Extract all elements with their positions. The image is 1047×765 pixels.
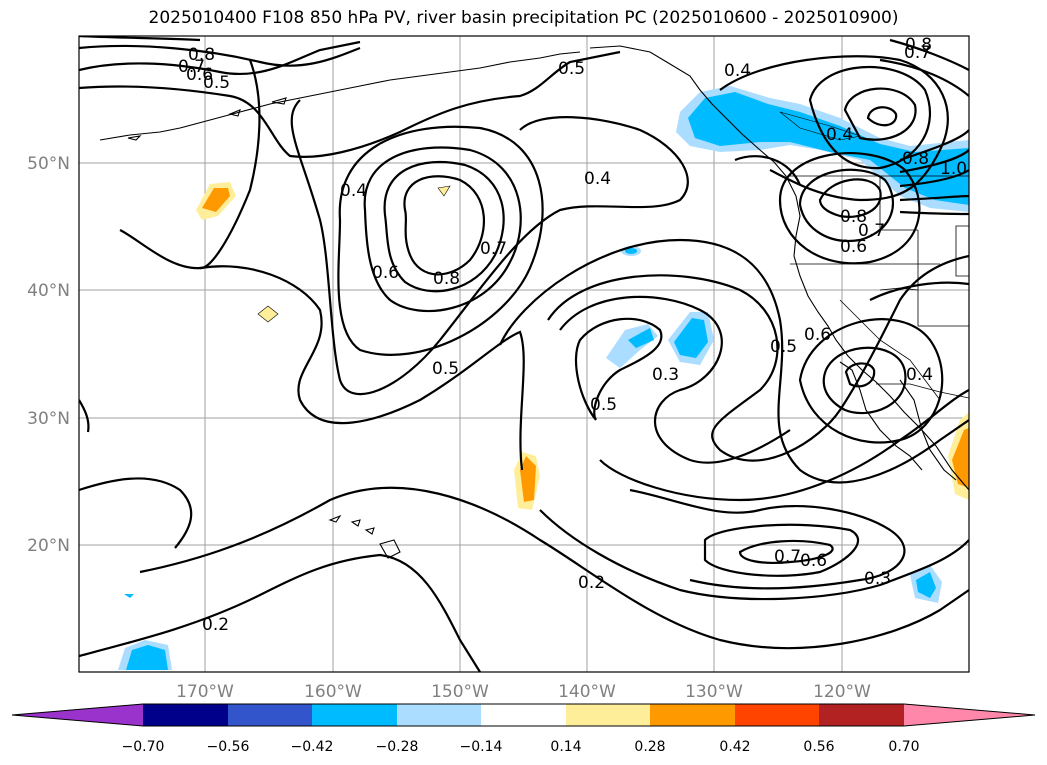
lon-label: 170°W xyxy=(176,682,234,702)
colorbar-tick: −0.14 xyxy=(460,739,503,755)
colorbar-bin xyxy=(566,704,650,726)
colorbar-bin xyxy=(312,704,397,726)
contour-label: 0.5 xyxy=(203,73,230,93)
colorbar-bin xyxy=(143,704,228,726)
contour-label: 0.7 xyxy=(178,57,205,77)
contour-label: 0.7 xyxy=(480,239,507,259)
contour-label: 0.6 xyxy=(800,551,827,571)
contour-label: 0.6 xyxy=(804,325,831,345)
colorbar: −0.70 −0.56 −0.42 −0.28 −0.14 0.14 0.28 … xyxy=(11,703,1036,755)
contour-label: 0.8 xyxy=(902,149,929,169)
map-border xyxy=(78,35,970,673)
contour-label: 0.7 xyxy=(858,221,885,241)
lat-label: 40°N xyxy=(27,281,70,301)
contour-label: 0.4 xyxy=(724,61,751,81)
lat-label: 30°N xyxy=(27,409,70,429)
colorbar-bin xyxy=(650,704,735,726)
colorbar-tick: 0.70 xyxy=(888,739,919,755)
latitude-labels: 50°N 40°N 30°N 20°N xyxy=(27,154,70,556)
colorbar-tick: 0.42 xyxy=(719,739,750,755)
contour-label: 0.5 xyxy=(590,395,617,415)
colorbar-tick: −0.28 xyxy=(376,739,419,755)
colorbar-tick: −0.70 xyxy=(122,739,165,755)
precip-shading xyxy=(118,86,969,670)
contour-label: 0.4 xyxy=(340,181,367,201)
colorbar-bin xyxy=(819,704,904,726)
colorbar-extend-right xyxy=(904,704,1035,726)
contour-label: 0.2 xyxy=(202,615,229,635)
contour-label: 0.6 xyxy=(372,263,399,283)
coastlines xyxy=(99,45,969,559)
colorbar-tick: 0.28 xyxy=(634,739,665,755)
contour-label: 0.4 xyxy=(906,365,933,385)
contour-label: 0.8 xyxy=(433,269,460,289)
colorbar-outline xyxy=(11,703,1036,727)
lon-label: 150°W xyxy=(431,682,489,702)
contour-label: 0.5 xyxy=(558,59,585,79)
contour-label: 0.4 xyxy=(826,125,853,145)
lon-label: 160°W xyxy=(304,682,362,702)
colorbar-tick: 0.56 xyxy=(803,739,834,755)
colorbar-tick: −0.56 xyxy=(207,739,250,755)
contour-label: 0.5 xyxy=(770,337,797,357)
colorbar-bin xyxy=(735,704,819,726)
contour-label: 0.7 xyxy=(774,547,801,567)
colorbar-bin xyxy=(481,704,566,726)
lat-label: 20°N xyxy=(27,536,70,556)
contour-label: 0.4 xyxy=(584,169,611,189)
contour-label: 0.7 xyxy=(904,43,931,63)
contour-label: 0.8 xyxy=(905,35,932,55)
lat-label: 50°N xyxy=(27,154,70,174)
colorbar-bin xyxy=(397,704,481,726)
contour-label: 1.0 xyxy=(940,159,967,179)
colorbar-bin xyxy=(228,704,312,726)
contour-label: 0.2 xyxy=(578,573,605,593)
lon-label: 140°W xyxy=(558,682,616,702)
longitude-labels: 170°W 160°W 150°W 140°W 130°W 120°W xyxy=(176,682,871,702)
lon-label: 120°W xyxy=(813,682,871,702)
colorbar-tick: −0.42 xyxy=(291,739,334,755)
colorbar-extend-left xyxy=(12,704,143,726)
contour-label: 0.6 xyxy=(840,237,867,257)
contour-labels: 0.8 0.7 0.6 0.5 0.5 0.4 0.4 0.8 0.7 0.4 … xyxy=(178,35,967,635)
contour-label: 0.3 xyxy=(652,365,679,385)
contour-label: 0.8 xyxy=(840,207,867,227)
colorbar-tick: 0.14 xyxy=(550,739,581,755)
pv-contours xyxy=(79,36,969,672)
contour-label: 0.5 xyxy=(432,359,459,379)
map-title: 2025010400 F108 850 hPa PV, river basin … xyxy=(148,8,899,28)
contour-label: 0.6 xyxy=(186,65,213,85)
map-content: 0.8 0.7 0.6 0.5 0.5 0.4 0.4 0.8 0.7 0.4 … xyxy=(79,35,969,672)
contour-label: 0.8 xyxy=(188,45,215,65)
lon-label: 130°W xyxy=(685,682,743,702)
contour-label: 0.3 xyxy=(864,569,891,589)
